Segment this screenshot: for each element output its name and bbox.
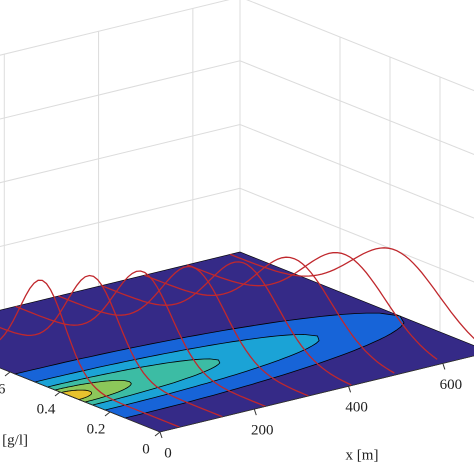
profile-curve [144,256,395,374]
x-tick-label: 400 [345,400,368,416]
y-tick [54,391,61,397]
profile-curve [0,279,181,428]
wall-grid [0,123,474,219]
y-tick-label: 0.2 [87,421,106,437]
x-tick [442,363,446,370]
x-tick [159,431,163,439]
x-tick-label: 0 [164,445,172,461]
y-tick-label: 0 [142,441,150,457]
y-tick [154,431,161,437]
profile-curve [229,247,474,340]
x-axis-label: x [m] [346,447,379,463]
contour-band [60,389,92,400]
y-axis-label: c [g/l] [0,432,28,448]
profile-curve [101,261,352,386]
y-tick-label: 0.6 [0,381,6,397]
y-tick [4,371,11,377]
axes: 0 200 400 600 0 0.2 0.4 0.6 [0,355,474,461]
profile-curve [0,274,223,418]
x-tick [253,408,257,416]
surface [0,251,474,433]
y-tick [104,411,111,417]
y-tick-label: 0.4 [37,401,56,417]
x-tick-label: 600 [440,377,463,393]
profile-curve [15,270,266,408]
profile-curve [58,265,309,397]
profile-curve [186,251,438,360]
walls [0,0,474,347]
curves [0,247,474,428]
wall-grid [0,60,474,155]
wall-grid [0,187,474,283]
x-tick-label: 200 [251,423,274,439]
x-tick [348,386,352,393]
